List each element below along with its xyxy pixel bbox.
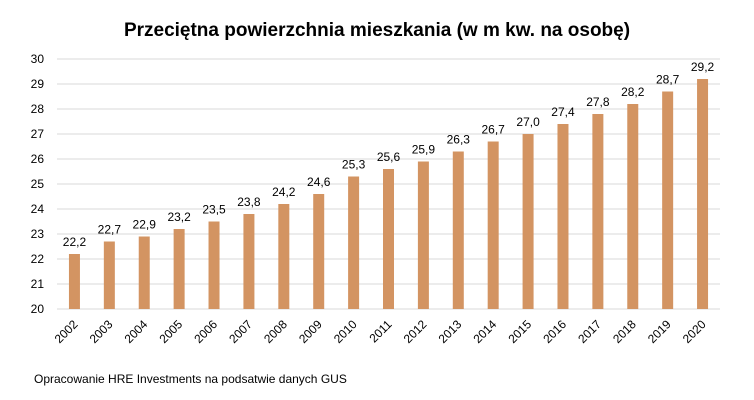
x-tick-label: 2018 bbox=[610, 317, 639, 346]
data-label: 25,9 bbox=[412, 143, 436, 157]
x-tick-label: 2002 bbox=[52, 317, 81, 346]
data-label: 25,3 bbox=[342, 158, 366, 172]
bar bbox=[173, 229, 185, 309]
x-tick-label: 2008 bbox=[261, 317, 290, 346]
x-tick-label: 2012 bbox=[401, 317, 430, 346]
data-label: 22,2 bbox=[63, 235, 87, 249]
data-label: 23,8 bbox=[237, 195, 261, 209]
x-tick-label: 2006 bbox=[191, 317, 220, 346]
data-label: 27,0 bbox=[516, 115, 540, 129]
data-label: 23,2 bbox=[167, 210, 191, 224]
bar bbox=[103, 241, 115, 309]
data-label: 25,6 bbox=[377, 150, 401, 164]
y-tick-label: 27 bbox=[31, 127, 45, 141]
x-tick-label: 2014 bbox=[471, 317, 500, 346]
x-tick-label: 2004 bbox=[122, 317, 151, 346]
x-tick-label: 2013 bbox=[436, 317, 465, 346]
x-tick-label: 2017 bbox=[575, 317, 604, 346]
bar bbox=[487, 141, 499, 309]
x-tick-label: 2010 bbox=[331, 317, 360, 346]
bar bbox=[592, 114, 604, 309]
y-axis-ticks: 20 21 22 23 24 25 26 27 28 29 30 bbox=[31, 52, 45, 316]
bar bbox=[557, 124, 569, 309]
y-tick-label: 28 bbox=[31, 102, 45, 116]
bar bbox=[662, 91, 674, 309]
bar bbox=[68, 254, 80, 309]
x-axis-ticks: 2002 2003 2004 2005 2006 2007 2008 2009 2010 2011… bbox=[52, 317, 709, 346]
bar bbox=[348, 176, 360, 309]
bars bbox=[68, 79, 709, 309]
x-tick-label: 2009 bbox=[296, 317, 325, 346]
bar bbox=[138, 236, 150, 309]
y-tick-label: 25 bbox=[31, 177, 45, 191]
data-label: 27,4 bbox=[551, 105, 575, 119]
data-label: 22,7 bbox=[98, 223, 122, 237]
bar bbox=[452, 151, 464, 309]
data-label: 26,3 bbox=[447, 133, 471, 147]
bar bbox=[383, 169, 394, 309]
bar bbox=[697, 79, 709, 309]
y-tick-label: 23 bbox=[31, 227, 45, 241]
bar bbox=[417, 161, 429, 309]
data-label: 28,2 bbox=[621, 85, 645, 99]
x-tick-label: 2020 bbox=[680, 317, 709, 346]
y-tick-label: 30 bbox=[31, 52, 45, 66]
data-label: 28,7 bbox=[656, 73, 680, 87]
x-tick-label: 2015 bbox=[505, 317, 534, 346]
x-tick-label: 2007 bbox=[226, 317, 255, 346]
y-tick-label: 29 bbox=[31, 77, 45, 91]
bar bbox=[313, 194, 325, 309]
x-tick-label: 2003 bbox=[87, 317, 116, 346]
data-label: 23,5 bbox=[202, 203, 226, 217]
x-tick-label: 2011 bbox=[366, 317, 394, 345]
bar bbox=[278, 204, 290, 309]
data-labels: 22,2 22,7 22,9 23,2 23,5 23,8 24,2 24,6 25,3 25,6… bbox=[63, 60, 715, 249]
data-label: 27,8 bbox=[586, 95, 610, 109]
x-tick-label: 2019 bbox=[645, 317, 674, 346]
y-tick-label: 22 bbox=[31, 252, 45, 266]
x-tick-label: 2005 bbox=[156, 317, 185, 346]
bar bbox=[627, 104, 639, 309]
source-note: Opracowanie HRE Investments na podsatwie… bbox=[34, 372, 347, 386]
data-label: 24,6 bbox=[307, 175, 331, 189]
y-tick-label: 21 bbox=[31, 277, 45, 291]
data-label: 26,7 bbox=[482, 123, 506, 137]
bar bbox=[208, 221, 220, 309]
data-label: 22,9 bbox=[133, 218, 157, 232]
bar bbox=[522, 134, 534, 309]
y-tick-label: 26 bbox=[31, 152, 45, 166]
y-tick-label: 24 bbox=[31, 202, 45, 216]
bar bbox=[243, 214, 255, 309]
x-tick-label: 2016 bbox=[540, 317, 569, 346]
data-label: 24,2 bbox=[272, 185, 296, 199]
y-tick-label: 20 bbox=[31, 302, 45, 316]
chart-title: Przeciętna powierzchnia mieszkania (w m … bbox=[123, 20, 631, 41]
data-label: 29,2 bbox=[691, 60, 715, 74]
